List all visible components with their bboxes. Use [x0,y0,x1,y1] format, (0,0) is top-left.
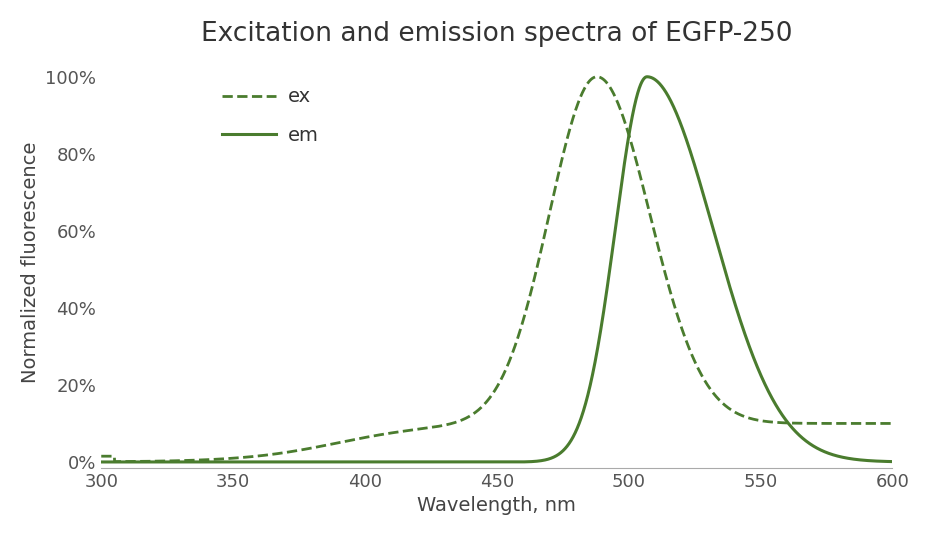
X-axis label: Wavelength, nm: Wavelength, nm [418,496,577,515]
ex [591,73,603,80]
em [96,459,107,465]
Line: ex: ex [101,77,930,461]
ex [109,458,120,465]
ex [644,212,656,219]
em [249,459,260,465]
ex [725,407,737,413]
em [644,74,656,80]
ex [602,80,613,87]
em [642,73,653,80]
em [790,428,801,434]
em [725,287,737,294]
ex [96,453,107,459]
ex [418,425,430,431]
Y-axis label: Normalized fluorescence: Normalized fluorescence [20,142,40,383]
Title: Excitation and emission spectra of EGFP-250: Excitation and emission spectra of EGFP-… [201,21,792,47]
em [418,459,429,465]
em [602,284,613,291]
Legend: ex, em: ex, em [214,79,326,153]
ex [249,453,260,459]
ex [790,420,801,426]
Line: em: em [101,77,930,462]
